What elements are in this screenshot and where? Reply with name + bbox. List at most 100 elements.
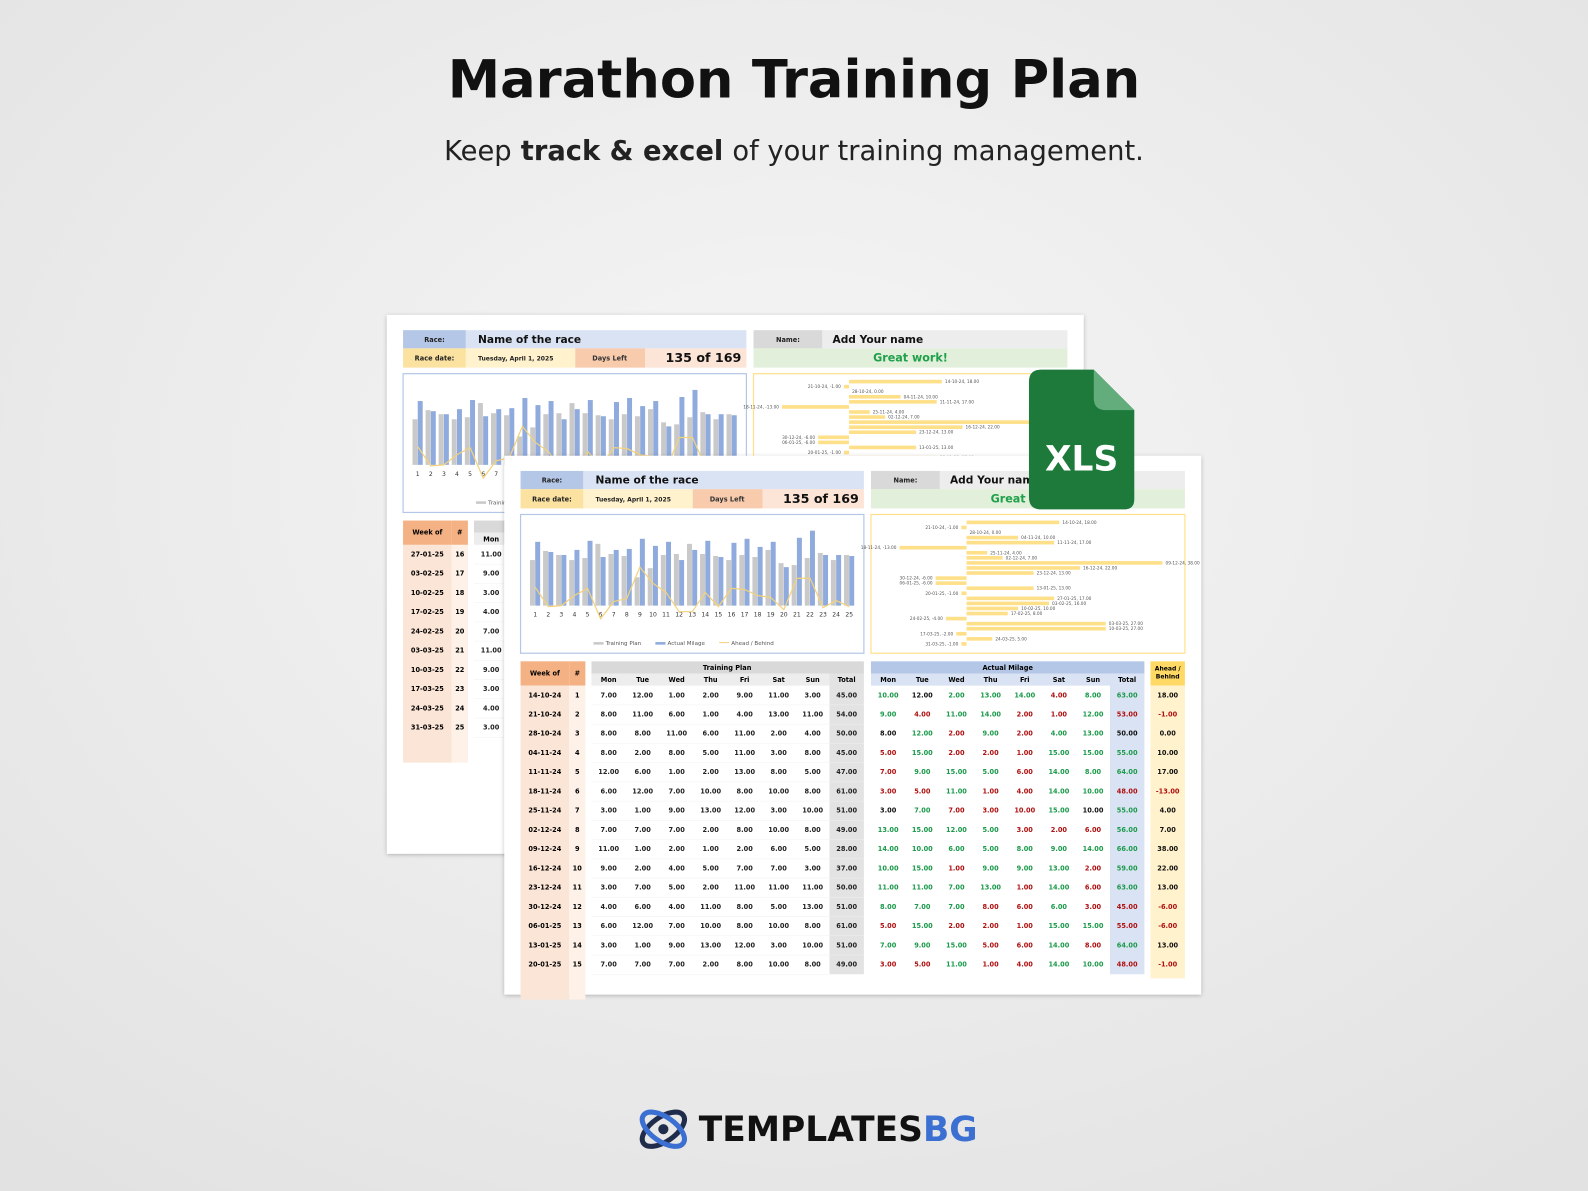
plan-cell: 3.00 [601, 884, 618, 892]
day-header: Total [1118, 676, 1136, 684]
plan-cell: 11.00 [734, 730, 755, 738]
plan-cell: 10.00 [768, 961, 789, 969]
week-cell: 03-02-25 [411, 570, 444, 578]
x-tick-label: 2 [546, 612, 550, 619]
header-cell [520, 489, 584, 509]
bar-label: 23-12-24, 13.00 [919, 430, 953, 436]
actual-cell: 9.00 [982, 864, 999, 872]
actual-cell: 7.00 [948, 884, 965, 892]
bar-label: 04-11-24, 10.00 [904, 394, 938, 400]
plan-cell: 3.00 [805, 691, 822, 699]
bar [477, 403, 483, 465]
day-header: Mon [483, 535, 499, 543]
plan-cell: 5.00 [703, 749, 720, 757]
logo-name: TEMPLATES [699, 1110, 923, 1150]
x-tick-label: 7 [494, 471, 498, 478]
actual-cell: 15.00 [1048, 922, 1069, 930]
bar-label: 17-03-25, -2.00 [920, 631, 953, 637]
week-header: Week of [530, 669, 560, 677]
hbar [849, 420, 1045, 424]
actual-cell: 1.00 [982, 961, 999, 969]
num-cell: 10 [573, 864, 583, 872]
header-cell [753, 330, 823, 349]
x-tick-label: 3 [442, 471, 446, 478]
plan-cell: 8.00 [771, 768, 788, 776]
plan-cell: 13.00 [734, 768, 755, 776]
plan-cell: 3.00 [483, 685, 500, 693]
header-cell [762, 489, 864, 509]
actual-cell: 2.00 [1051, 826, 1068, 834]
hbar [782, 405, 850, 409]
plan-cell: 2.00 [703, 826, 720, 834]
num-header-bg [451, 520, 468, 545]
actual-cell: 5.00 [914, 961, 931, 969]
bar [705, 540, 711, 606]
hbar [818, 440, 850, 445]
bar-label: 20-01-25, -1.00 [808, 450, 841, 456]
week-cell: 02-12-24 [528, 826, 561, 834]
bar-label: 17-02-25, 8.00 [1011, 611, 1043, 617]
actual-cell: 8.00 [1085, 691, 1102, 699]
num-cell: 3 [575, 730, 580, 738]
header-name: Add Your name [832, 333, 923, 346]
bar-label: 28-10-24, 0.00 [852, 389, 884, 395]
plan-cell: 7.00 [601, 691, 618, 699]
plan-cell: 12.00 [734, 807, 755, 815]
plan-cell: 11.00 [481, 550, 502, 558]
num-cell: 24 [455, 704, 465, 712]
bar [652, 545, 658, 606]
bar [844, 554, 849, 606]
bar [700, 412, 706, 465]
bar-label: 02-12-24, 7.00 [888, 415, 920, 421]
num-cell: 15 [573, 961, 583, 969]
plan-cell: 4.00 [669, 864, 686, 872]
x-tick-label: 4 [573, 612, 577, 619]
header-cell [583, 470, 864, 490]
num-cell: 19 [455, 608, 465, 616]
ahead-cell: -6.00 [1158, 922, 1177, 930]
plan-cell: 11.00 [632, 710, 653, 718]
legend-swatch [719, 642, 730, 644]
plan-cell: 7.00 [483, 627, 500, 635]
actual-cell: 15.00 [1083, 749, 1104, 757]
actual-cell: 15.00 [912, 749, 933, 757]
plan-cell: 8.00 [635, 730, 652, 738]
plan-cell: 6.00 [703, 730, 720, 738]
actual-cell: 6.00 [948, 845, 965, 853]
plan-cell: 11.00 [666, 730, 687, 738]
bar-label: 04-11-24, 10.00 [1021, 535, 1055, 541]
bar [621, 414, 627, 465]
bar [425, 410, 431, 465]
hbar [966, 556, 1003, 560]
legend-swatch [655, 642, 666, 645]
actual-cell: 13.00 [1083, 730, 1104, 738]
header-cell [822, 330, 1068, 349]
ahead-header: Behind [1156, 674, 1180, 681]
hbar [961, 642, 967, 646]
hbar [961, 525, 967, 530]
bar-label: 21-10-24, -1.00 [808, 384, 841, 390]
bar [687, 417, 693, 465]
hbar [966, 626, 1106, 631]
week-cell: 17-03-25 [411, 685, 444, 693]
header-date-label: Race date: [532, 495, 572, 503]
bar [582, 413, 588, 465]
plan-cell: 11.00 [802, 884, 823, 892]
bar [744, 538, 750, 606]
hbar [849, 445, 917, 450]
bar-label: 30-12-24, -6.00 [782, 435, 815, 441]
hbar [966, 586, 1034, 591]
day-header: Wed [669, 676, 685, 684]
num-cell: 1 [575, 691, 580, 699]
actual-cell: 14.00 [1083, 845, 1104, 853]
bar [483, 416, 489, 465]
bar [438, 414, 444, 465]
ahead-cell: -6.00 [1158, 903, 1177, 911]
week-cell: 30-12-24 [528, 903, 561, 911]
actual-cell: 63.00 [1117, 884, 1138, 892]
bar [556, 413, 562, 465]
num-cell: 6 [575, 787, 580, 795]
hbar [966, 606, 1019, 611]
logo: TEMPLATESBG [639, 1109, 977, 1150]
plan-cell: 8.00 [737, 922, 754, 930]
